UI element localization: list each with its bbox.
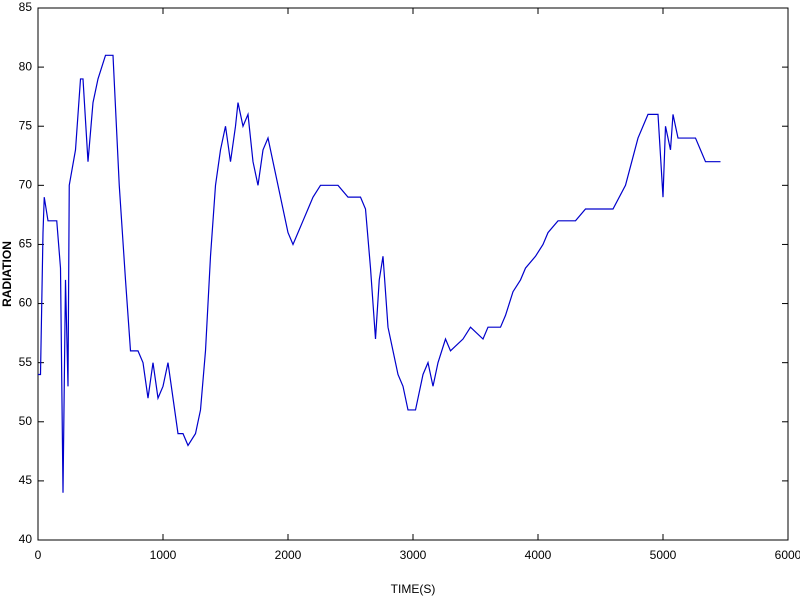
y-tick-label: 85 (19, 0, 33, 14)
x-tick-label: 6000 (775, 548, 800, 562)
y-tick-label: 70 (19, 178, 33, 192)
x-axis-label: TIME(S) (391, 582, 436, 596)
x-tick-label: 3000 (400, 548, 427, 562)
x-tick-label: 4000 (525, 548, 552, 562)
y-tick-label: 40 (19, 532, 33, 546)
y-tick-label: 65 (19, 237, 33, 251)
x-tick-label: 2000 (275, 548, 302, 562)
y-axis-label: RADIATION (0, 241, 14, 307)
y-tick-label: 45 (19, 473, 33, 487)
y-tick-label: 55 (19, 355, 33, 369)
x-tick-label: 1000 (150, 548, 177, 562)
x-tick-label: 0 (35, 548, 42, 562)
x-tick-label: 5000 (650, 548, 677, 562)
plot-frame (37, 7, 789, 541)
y-tick-label: 50 (19, 414, 33, 428)
data-line (38, 54, 721, 493)
y-tick-label: 60 (19, 296, 33, 310)
y-tick-label: 80 (19, 59, 33, 73)
y-tick-label: 75 (19, 118, 33, 132)
